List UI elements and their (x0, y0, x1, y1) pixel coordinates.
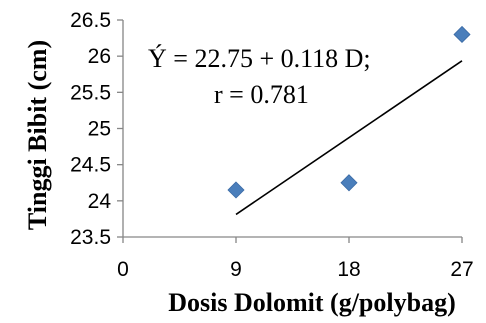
y-tick-label: 25 (88, 118, 111, 141)
data-point (340, 174, 358, 192)
x-tick-label: 27 (450, 258, 473, 281)
x-tick-labels: 0 9 18 27 (117, 258, 474, 281)
y-tick-label: 25.5 (70, 81, 111, 104)
y-tick-label: 26 (88, 45, 111, 68)
data-points (227, 25, 471, 199)
y-tick-labels: 23.5 24 24.5 25 25.5 26 26.5 (70, 9, 111, 249)
x-tick-label: 9 (230, 258, 242, 281)
equation-label: Ý = 22.75 + 0.118 D; (148, 44, 371, 73)
x-axis-title: Dosis Dolomit (g/polybag) (168, 288, 455, 317)
trendline (235, 60, 463, 216)
y-tick-label: 24 (88, 190, 112, 213)
y-axis-title: Tinggi Bibit (cm) (23, 40, 52, 230)
y-tick-label: 24.5 (70, 154, 111, 177)
y-tick-label: 23.5 (70, 226, 111, 249)
axes (117, 19, 463, 243)
trendline-line (235, 60, 463, 216)
y-tick-label: 26.5 (70, 9, 111, 32)
x-tick-label: 0 (117, 258, 129, 281)
correlation-label: r = 0.781 (214, 80, 309, 109)
data-point (453, 25, 471, 44)
data-point (227, 181, 245, 199)
x-tick-label: 18 (337, 258, 360, 281)
